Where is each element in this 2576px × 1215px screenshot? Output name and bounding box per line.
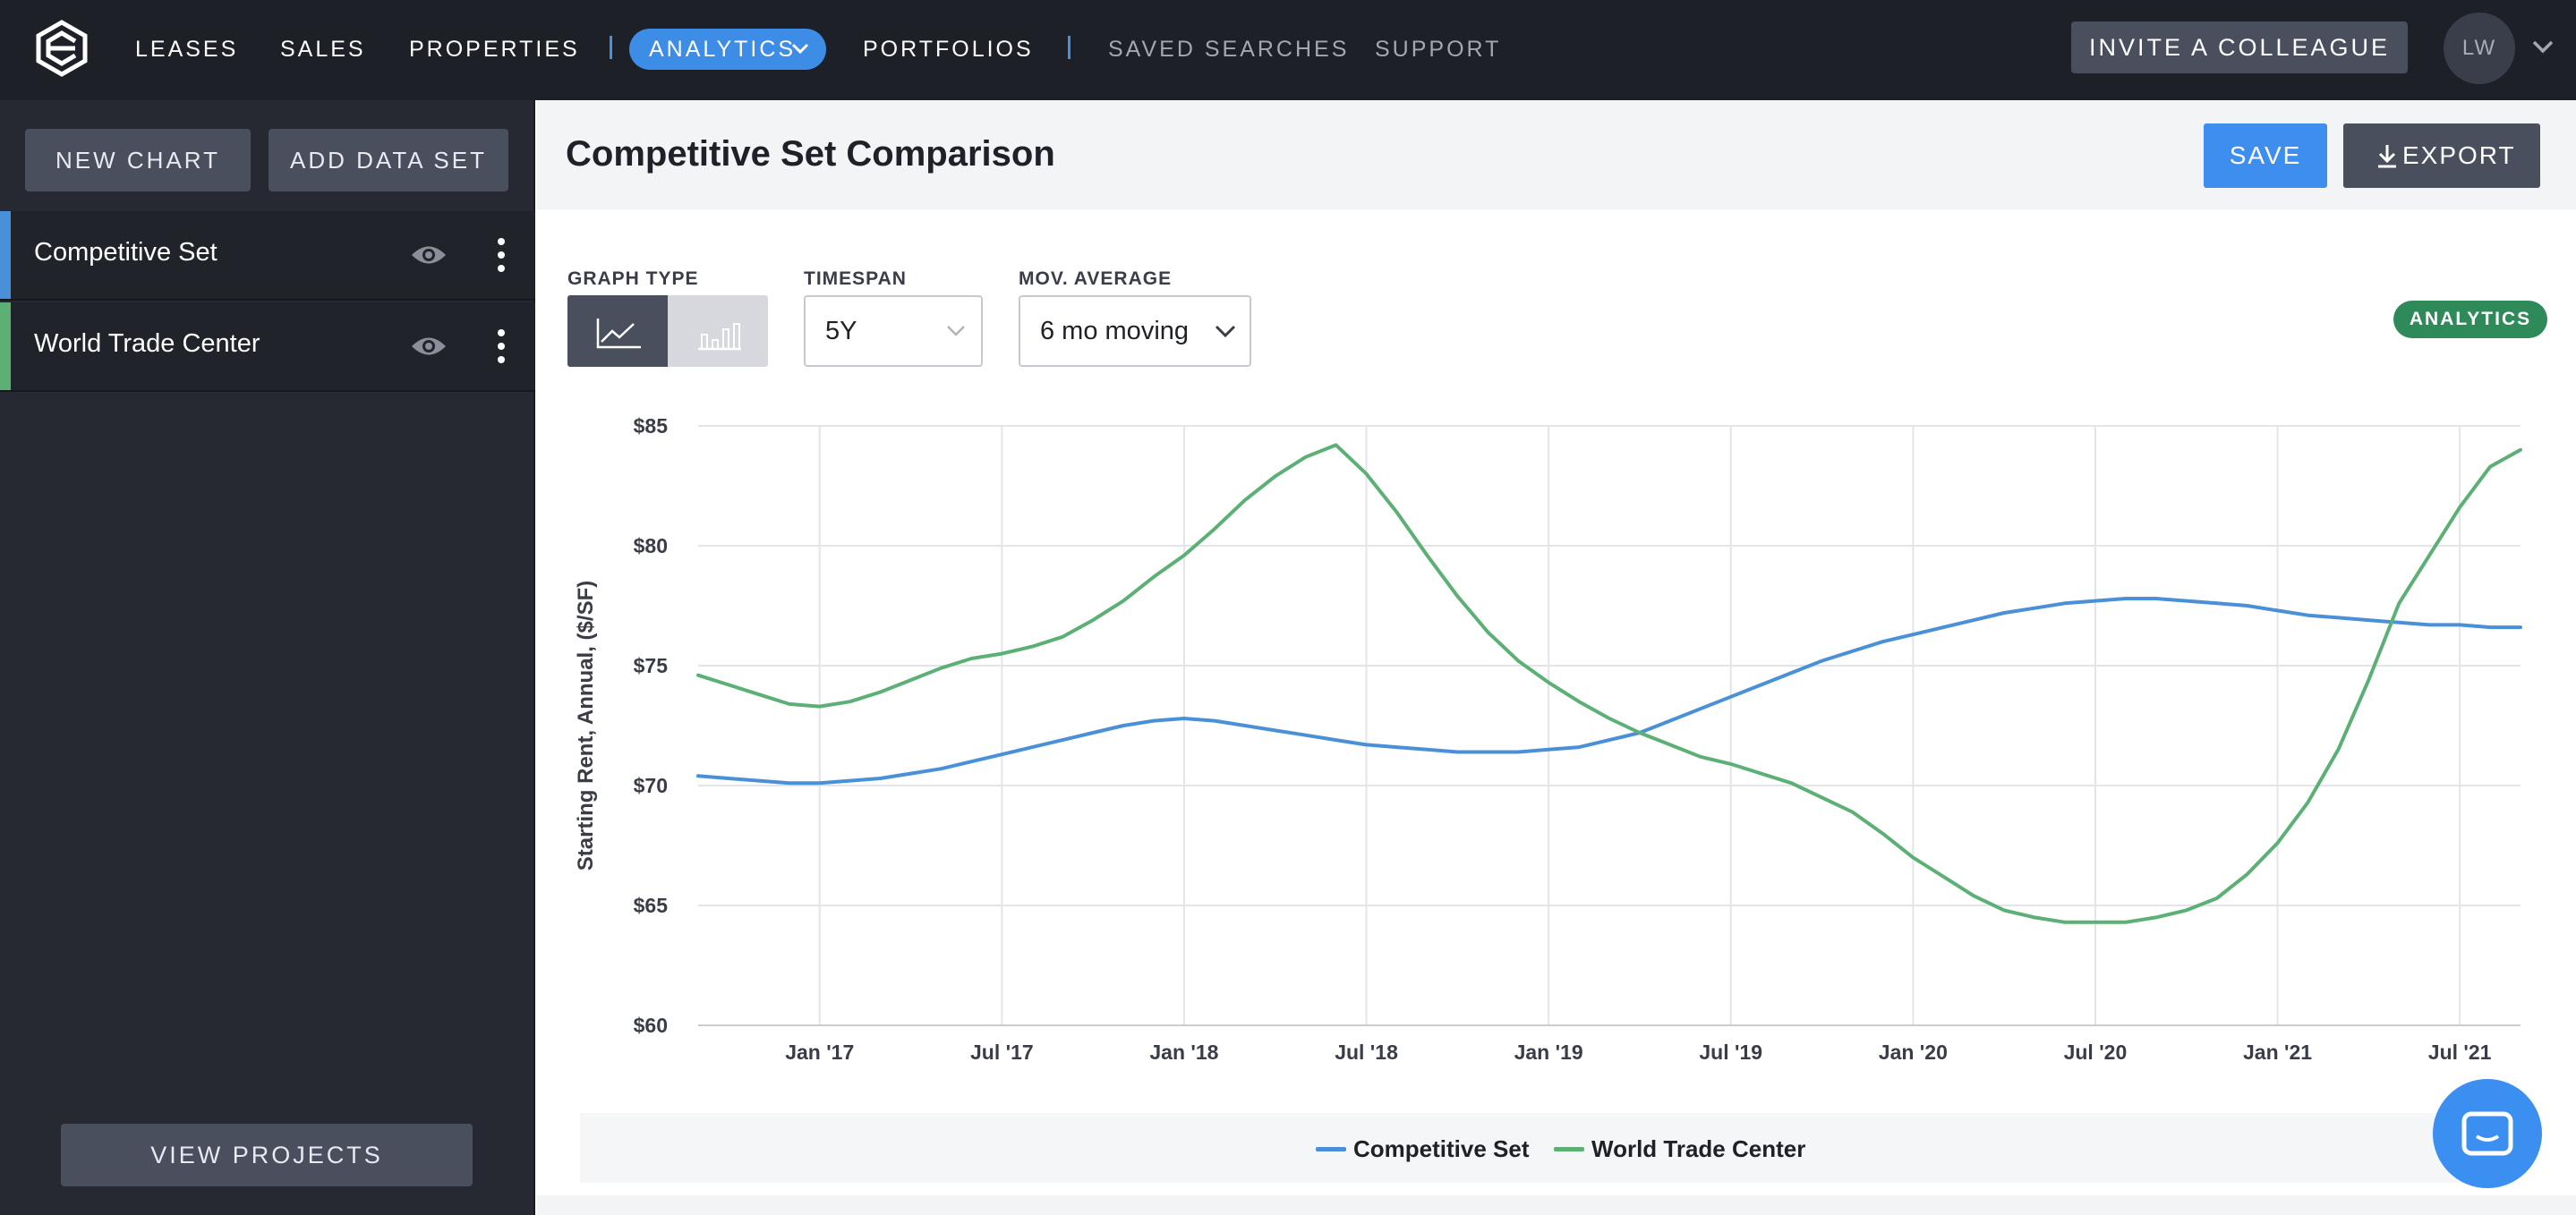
x-tick-label: Jan '21 [2243, 1041, 2312, 1064]
eye-icon[interactable] [410, 333, 448, 360]
nav-portfolios[interactable]: PORTFOLIOS [863, 37, 1034, 62]
moving-average-label: MOV. AVERAGE [1019, 268, 1173, 289]
x-tick-label: Jul '19 [1699, 1041, 1762, 1064]
bar-graph-button[interactable] [668, 295, 768, 367]
y-tick-label: $75 [634, 654, 669, 677]
y-axis-label: Starting Rent, Annual, ($/SF) [574, 581, 598, 871]
dataset-color-bar [0, 211, 11, 299]
series-line-competitive-set [696, 597, 2522, 786]
x-tick-label: Jan '17 [785, 1041, 854, 1064]
nav-analytics[interactable]: ANALYTICS [629, 29, 826, 70]
x-tick-label: Jul '17 [970, 1041, 1034, 1064]
legend-label-competitive-set[interactable]: Competitive Set [1353, 1135, 1530, 1162]
y-tick-label: $70 [634, 774, 668, 797]
view-projects-button[interactable]: VIEW PROJECTS [61, 1124, 473, 1186]
page-header: Competitive Set Comparison SAVE EXPORT [537, 100, 2576, 209]
x-tick-label: Jan '18 [1149, 1041, 1218, 1064]
nav-sales[interactable]: SALES [280, 37, 366, 62]
dataset-item-world-trade-center[interactable]: World Trade Center [0, 302, 535, 392]
save-button[interactable]: SAVE [2204, 123, 2327, 188]
dataset-label: Competitive Set [34, 238, 218, 267]
graph-type-label: GRAPH TYPE [567, 268, 699, 289]
add-data-set-button[interactable]: ADD DATA SET [269, 129, 508, 191]
export-label: EXPORT [2402, 141, 2516, 169]
x-tick-label: Jan '19 [1514, 1041, 1583, 1064]
line-chart-icon [596, 319, 641, 349]
moving-average-select[interactable]: 6 mo moving [1019, 295, 1251, 367]
chat-icon [2461, 1111, 2513, 1156]
logo-icon[interactable] [34, 20, 90, 77]
legend-swatch-world-trade-center [1554, 1147, 1584, 1151]
y-tick-label: $85 [634, 414, 669, 438]
nav-support[interactable]: SUPPORT [1375, 37, 1502, 62]
bar-chart-icon [698, 323, 741, 351]
series-line-world-trade-center [696, 443, 2522, 924]
avatar[interactable]: LW [2444, 13, 2515, 84]
legend-label-world-trade-center[interactable]: World Trade Center [1591, 1135, 1806, 1162]
chevron-down-icon [947, 326, 965, 336]
page-title: Competitive Set Comparison [566, 134, 1055, 174]
eye-icon[interactable] [410, 242, 448, 268]
line-chart: $60 $65 $70 $75 $80 $85 Jan '17 Jul '17 Jan '18 J… [574, 414, 2522, 1064]
x-tick-label: Jul '20 [2064, 1041, 2128, 1064]
more-options-icon[interactable] [492, 327, 510, 365]
nav-divider [610, 36, 612, 59]
chat-launcher-button[interactable] [2433, 1079, 2542, 1188]
dataset-label: World Trade Center [34, 329, 260, 358]
nav-saved-searches[interactable]: SAVED SEARCHES [1108, 37, 1350, 62]
analytics-badge: ANALYTICS [2393, 301, 2547, 338]
new-chart-button[interactable]: NEW CHART [25, 129, 251, 191]
legend-swatch-competitive-set [1316, 1147, 1346, 1151]
graph-type-toggle [567, 295, 768, 367]
bottom-strip [537, 1195, 2576, 1215]
line-graph-button[interactable] [567, 295, 668, 367]
y-tick-label: $80 [634, 534, 668, 557]
nav-leases[interactable]: LEASES [135, 37, 239, 62]
x-tick-label: Jul '21 [2428, 1041, 2492, 1064]
timespan-value: 5Y [825, 317, 857, 345]
timespan-label: TIMESPAN [804, 268, 907, 289]
moving-average-value: 6 mo moving [1040, 317, 1190, 345]
x-tick-label: Jan '20 [1879, 1041, 1948, 1064]
nav-properties[interactable]: PROPERTIES [409, 37, 580, 62]
nav-divider [1068, 36, 1070, 59]
top-nav: LEASES SALES PROPERTIES ANALYTICS PORTFO… [0, 0, 2576, 100]
chevron-down-icon [1215, 325, 1236, 338]
more-options-icon[interactable] [492, 236, 510, 274]
chart-legend: Competitive Set World Trade Center [580, 1113, 2486, 1183]
invite-colleague-button[interactable]: INVITE A COLLEAGUE [2071, 21, 2408, 73]
x-tick-label: Jul '18 [1335, 1041, 1398, 1064]
chevron-down-icon [791, 43, 809, 55]
dataset-color-bar [0, 302, 11, 390]
sidebar: NEW CHART ADD DATA SET Competitive Set W… [0, 100, 535, 1215]
export-button[interactable]: EXPORT [2343, 123, 2540, 188]
chevron-down-icon[interactable] [2529, 36, 2556, 57]
y-tick-label: $65 [634, 894, 669, 917]
download-icon [2378, 145, 2396, 168]
timespan-select[interactable]: 5Y [804, 295, 983, 367]
nav-analytics-label: ANALYTICS [649, 37, 797, 62]
y-tick-label: $60 [634, 1014, 668, 1037]
dataset-item-competitive-set[interactable]: Competitive Set [0, 211, 535, 301]
